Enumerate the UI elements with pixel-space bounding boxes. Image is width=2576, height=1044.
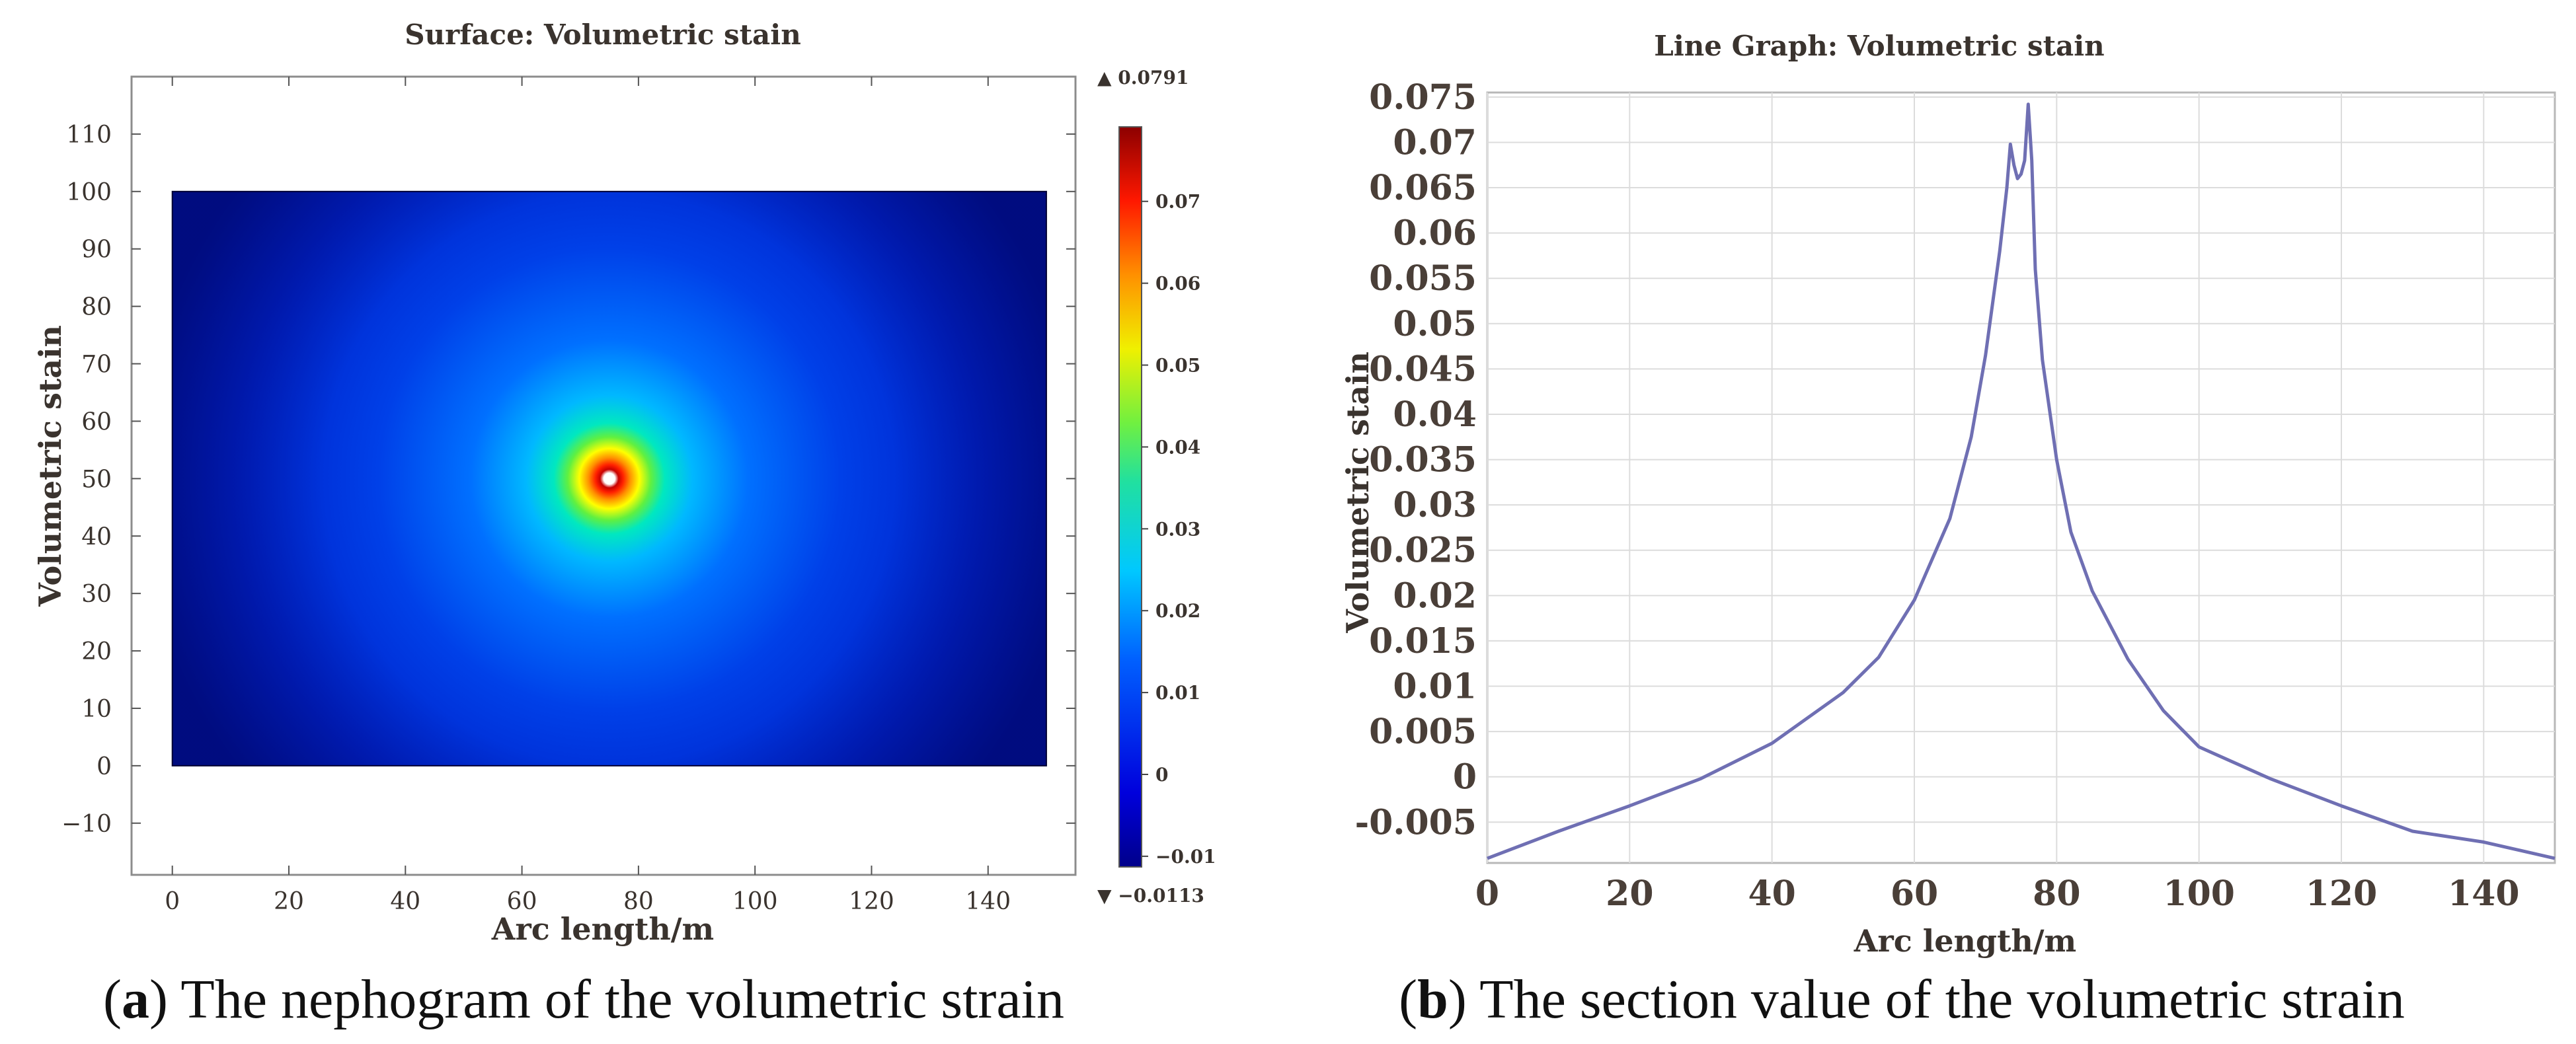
- y-tick-label: −10: [61, 811, 112, 838]
- y-tick-label: 70: [81, 352, 112, 379]
- x-tick-label: 40: [390, 888, 420, 915]
- y-tick-label: 0.015: [1369, 621, 1477, 661]
- colorbar-max-label: ▲ 0.0791: [1097, 67, 1189, 89]
- line-graph-title: Line Graph: Volumetric stain: [1654, 30, 2104, 62]
- y-tick-label: 0.01: [1393, 667, 1477, 707]
- x-axis-label: Arc length/m: [1854, 923, 2076, 959]
- x-tick-label: 20: [1606, 874, 1653, 914]
- colorbar-tick-label: 0.07: [1155, 191, 1200, 213]
- colorbar-gradient: [1119, 127, 1142, 867]
- caption-a-letter: a: [122, 969, 149, 1030]
- line-graph-frame: [1487, 93, 2555, 863]
- y-tick-label: 0.05: [1393, 304, 1477, 344]
- colorbar-tick-label: 0.01: [1155, 682, 1200, 704]
- colorbar-tick-label: 0: [1155, 764, 1168, 786]
- y-tick-label: 20: [81, 638, 112, 665]
- y-tick-label: 50: [81, 466, 112, 493]
- y-tick-label: 0.045: [1369, 349, 1477, 389]
- y-tick-label: 0.02: [1393, 576, 1477, 616]
- x-tick-label: 0: [165, 888, 180, 915]
- caption-b-text: ) The section value of the volumetric st…: [1448, 969, 2405, 1030]
- y-axis-label: Volumetric stain: [1340, 352, 1376, 634]
- y-tick-label: 0.005: [1369, 712, 1477, 752]
- x-tick-label: 0: [1475, 874, 1499, 914]
- surface-plot-title: Surface: Volumetric stain: [405, 19, 801, 51]
- caption-b: (b) The section value of the volumetric …: [1399, 969, 2405, 1030]
- x-tick-label: 20: [274, 888, 304, 915]
- colorbar-tick-label: 0.04: [1155, 436, 1200, 458]
- y-tick-label: 0.03: [1393, 485, 1477, 525]
- y-tick-label: 0.065: [1369, 168, 1477, 208]
- y-tick-label: 0.055: [1369, 258, 1477, 299]
- colorbar-tick-label: 0.06: [1155, 273, 1200, 295]
- source-point-marker: [605, 474, 613, 482]
- y-tick-label: 40: [81, 523, 112, 550]
- x-tick-label: 120: [2306, 874, 2378, 914]
- x-tick-label: 100: [732, 888, 778, 915]
- line-graph-panel: Line Graph: Volumetric stain 0 20 40 60 80 10…: [1340, 30, 2555, 1030]
- y-tick-label: 110: [66, 122, 112, 149]
- y-tick-label: 60: [81, 408, 112, 435]
- x-tick-label: 40: [1748, 874, 1795, 914]
- caption-a: (a) The nephogram of the volumetric stra…: [103, 969, 1064, 1030]
- colorbar-ticks: 0.07 0.06 0.05 0.04 0.03 0.02 0.01 0 −0.01: [1142, 191, 1216, 868]
- y-tick-label: 0.075: [1369, 77, 1477, 118]
- figure-canvas: Surface: Volumetric stain 0 20 40 60 80 100 12…: [0, 0, 2576, 1044]
- y-tick-label: 80: [81, 294, 112, 321]
- x-tick-label: 60: [1891, 874, 1938, 914]
- surface-plot-panel: Surface: Volumetric stain 0 20 40 60 80 100 12…: [32, 19, 1216, 1030]
- y-tick-label: 0: [1453, 757, 1477, 798]
- y-tick-label: 0.06: [1393, 213, 1477, 254]
- colorbar-min-label: ▼ −0.0113: [1097, 885, 1204, 907]
- caption-a-text: ) The nephogram of the volumetric strain: [149, 969, 1064, 1030]
- y-tick-label: 0.035: [1369, 440, 1477, 480]
- caption-b-letter: b: [1417, 969, 1448, 1030]
- x-tick-label: 120: [849, 888, 894, 915]
- y-tick-label: 0.07: [1393, 122, 1477, 163]
- y-axis-label: Volumetric stain: [32, 325, 68, 607]
- colorbar-tick-label: 0.03: [1155, 518, 1200, 540]
- y-tick-label: 0.025: [1369, 531, 1477, 571]
- y-tick-label: 30: [81, 581, 112, 608]
- y-tick-label: 0.04: [1393, 394, 1477, 435]
- strain-field-domain: [173, 192, 1046, 766]
- y-tick-label: 0: [97, 753, 112, 780]
- y-tick-label: 90: [81, 237, 112, 264]
- x-axis-label: Arc length/m: [491, 911, 714, 947]
- x-tick-label: 140: [2448, 874, 2520, 914]
- x-tick-label: 100: [2163, 874, 2235, 914]
- y-tick-label: -0.005: [1355, 802, 1477, 842]
- colorbar-tick-label: −0.01: [1155, 846, 1216, 868]
- x-axis-ticks: 0 20 40 60 80 100 120 140: [1475, 874, 2520, 914]
- x-tick-label: 80: [2033, 874, 2080, 914]
- x-tick-label: 140: [965, 888, 1011, 915]
- colorbar: ▲ 0.0791 ▼ −0.0113 0.070.060.050.040.030…: [1097, 67, 1216, 907]
- colorbar-tick-label: 0.02: [1155, 600, 1200, 622]
- colorbar-tick-label: 0.05: [1155, 355, 1200, 377]
- y-tick-label: 10: [81, 696, 112, 723]
- y-tick-label: 100: [66, 179, 112, 206]
